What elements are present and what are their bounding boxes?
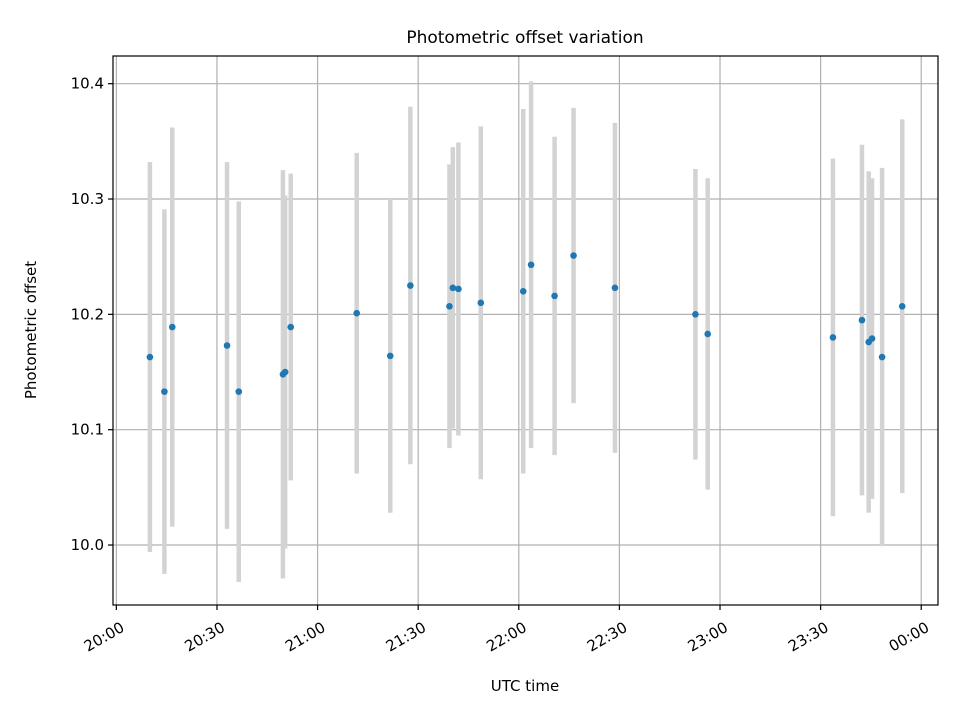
data-point [235, 388, 243, 395]
data-points [146, 252, 906, 395]
y-tick-label: 10.4 [71, 75, 104, 93]
y-axis: 10.0 10.1 10.2 10.3 10.4 [71, 75, 113, 554]
y-tick-label: 10.1 [71, 421, 104, 439]
data-point [223, 342, 231, 349]
y-tick-label: 10.0 [71, 536, 104, 554]
data-point [858, 316, 866, 324]
data-point [449, 284, 457, 292]
data-point [281, 368, 289, 376]
data-point [146, 353, 154, 361]
data-point [161, 388, 168, 395]
data-point [898, 302, 906, 310]
data-point [407, 282, 414, 289]
y-axis-label: Photometric offset [22, 261, 40, 399]
data-point [704, 330, 712, 338]
data-point [455, 285, 462, 293]
data-point [446, 302, 453, 310]
chart-title: Photometric offset variation [406, 28, 643, 48]
data-point [570, 252, 577, 259]
data-point [527, 261, 535, 269]
data-point [287, 323, 295, 331]
data-point [692, 311, 699, 318]
y-tick-label: 10.2 [71, 305, 104, 323]
data-point [878, 353, 886, 361]
data-point [551, 292, 558, 300]
data-point [829, 334, 837, 341]
plot-frame [112, 55, 939, 606]
data-point [868, 335, 876, 342]
x-axis-label: UTC time [491, 677, 559, 695]
data-point [168, 323, 176, 331]
data-point [519, 287, 527, 295]
data-point [386, 352, 394, 360]
data-point [353, 309, 361, 317]
data-point [477, 299, 485, 307]
y-tick-label: 10.3 [71, 190, 104, 208]
data-point [611, 284, 619, 292]
